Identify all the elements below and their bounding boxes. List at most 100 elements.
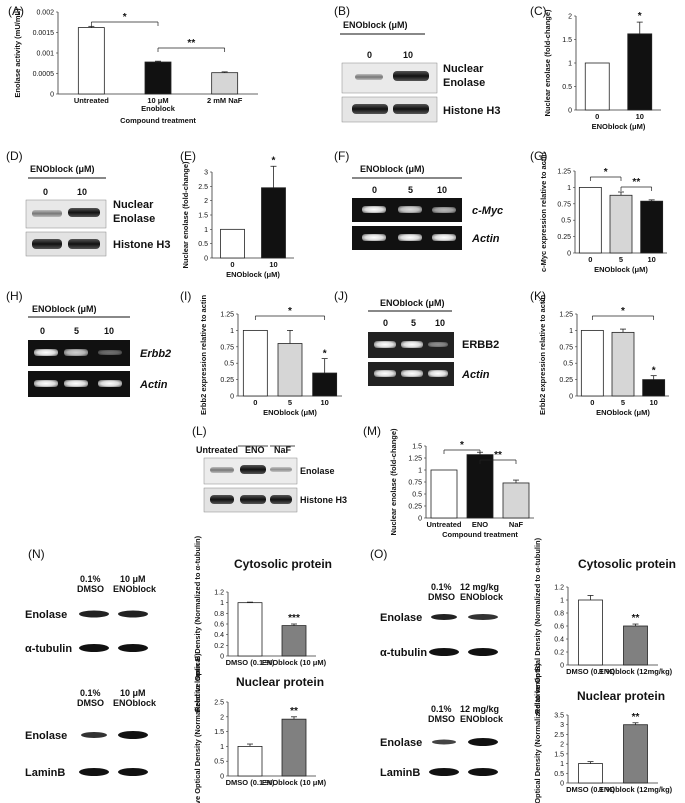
y-axis-label: c-Myc expression relative to actin <box>539 152 548 272</box>
blot-n2-enoblock: ENOblock <box>113 698 157 708</box>
blot-o-nuc: 0.1% DMSO 12 mg/kg ENOblock Enolase Lami… <box>380 704 504 779</box>
category-label: 5 <box>621 398 625 407</box>
blot-n-10um: 10 μM <box>120 574 146 584</box>
bar <box>640 200 664 254</box>
blot-l-histone-label: Histone H3 <box>300 495 347 505</box>
category-label: 5 <box>619 255 623 264</box>
x-axis-label: ENOblock (μM) <box>594 265 648 274</box>
y-tick-label: 0.5 <box>561 218 571 225</box>
category-label: DMSO (0.1 %) <box>226 778 275 787</box>
category-label: 5 <box>288 398 292 407</box>
y-tick-label: 0.2 <box>554 650 564 657</box>
x-axis-label: Compound treatment <box>120 116 196 125</box>
y-tick-label: 0.75 <box>557 201 571 208</box>
blot-b-lane-10: 10 <box>403 50 413 60</box>
y-tick-label: 3 <box>204 170 208 177</box>
category-label: 10 <box>269 260 277 269</box>
panel-label-j: (J) <box>334 289 348 303</box>
blot-o2-enolase-label: Enolase <box>380 737 422 749</box>
category-label: 10 <box>636 112 644 121</box>
y-tick-label: 2.5 <box>198 184 208 191</box>
chart-n1: 0 0.2 0.4 0.6 0.8 1 1.2 Relative Optical Densit… <box>193 535 327 712</box>
blot-n2-10um: 10 μM <box>120 688 146 698</box>
category-label: 10 μM <box>147 96 168 105</box>
category-label: 0 <box>253 398 257 407</box>
category-label: 10 <box>320 398 328 407</box>
gel-h: ENOblock (μM) 0 5 10 Erbb2 Actin <box>28 304 171 397</box>
y-tick-label: 1.5 <box>198 213 208 220</box>
y-tick-label: 0.5 <box>563 361 573 368</box>
panel-label-m: (M) <box>363 424 381 438</box>
bar <box>578 763 603 784</box>
sig-marker: *** <box>288 613 300 624</box>
blot-n2-dmso-pct: 0.1% <box>80 688 101 698</box>
category-label: 0 <box>595 112 599 121</box>
bar <box>430 469 458 519</box>
y-axis-label: Erbb2 expression relative to actin <box>199 295 208 415</box>
y-tick-label: 0.25 <box>220 377 234 384</box>
category-label: 10 <box>649 398 657 407</box>
y-axis-label: Enolase activity (mU/mL) <box>13 8 22 98</box>
gel-j-lane-10: 10 <box>435 318 445 328</box>
blot-n2-enolase-label: Enolase <box>25 730 67 742</box>
category-label: Enoblock <box>141 104 176 113</box>
gel-f-lane-5: 5 <box>408 185 413 195</box>
title-o-nuc: Nuclear protein <box>577 689 665 703</box>
gel-f-lane-0: 0 <box>372 185 377 195</box>
y-tick-label: 0.5 <box>562 84 572 91</box>
blot-o2-laminb-label: LaminB <box>380 767 420 779</box>
bar <box>281 718 307 777</box>
y-tick-label: 1 <box>220 744 224 751</box>
blot-o-tubulin-label: α-tubulin <box>380 647 427 659</box>
blot-n-nuc: 0.1% DMSO 10 μM ENOblock Enolase LaminB <box>25 688 157 779</box>
y-tick-label: 0.4 <box>214 632 224 639</box>
y-tick-label: 0.0005 <box>33 71 55 78</box>
blot-d-nuclear-label: Nuclear <box>113 199 154 211</box>
y-tick-label: 0 <box>560 781 564 788</box>
y-tick-label: 1 <box>567 185 571 192</box>
bar-charts: 0 0.0005 0.001 0.0015 0.002 Enolase activity … <box>13 8 673 803</box>
y-tick-label: 3 <box>560 722 564 729</box>
y-tick-label: 3.5 <box>554 713 564 720</box>
category-label: 0 <box>590 398 594 407</box>
y-tick-label: 0 <box>418 516 422 523</box>
y-axis-label: Relative Optical Density (Normalized to … <box>193 535 202 712</box>
y-tick-label: 0.4 <box>554 637 564 644</box>
gel-j-lane-5: 5 <box>411 318 416 328</box>
gel-f-lane-10: 10 <box>437 185 447 195</box>
y-tick-label: 1 <box>568 61 572 68</box>
y-tick-label: 2.5 <box>554 732 564 739</box>
blot-l-eno: ENO <box>245 445 265 455</box>
y-tick-label: 1 <box>569 328 573 335</box>
category-label: ENOblock (10 μM) <box>262 658 327 667</box>
sig-marker: * <box>604 167 608 178</box>
y-axis-label: Relative Optical Density (Normalized to … <box>533 537 542 714</box>
y-tick-label: 0.75 <box>408 480 422 487</box>
y-axis-label: Relative Optical Density (Normalized to … <box>193 653 202 803</box>
sig-marker: * <box>288 306 292 317</box>
y-tick-label: 2 <box>220 714 224 721</box>
sig-marker: ** <box>632 613 640 624</box>
chart-o2: 0 0.5 1 1.5 2 2.5 3 3.5 Relative Optical Density… <box>533 663 673 803</box>
x-axis-label: ENOblock (μM) <box>592 122 646 131</box>
sig-marker: * <box>272 155 276 166</box>
category-label: NaF <box>509 520 524 529</box>
y-tick-label: 0 <box>204 256 208 263</box>
blot-o-enoblock: ENOblock <box>460 592 504 602</box>
panel-label-n: (N) <box>28 547 45 561</box>
bar <box>611 331 635 397</box>
gel-j-erbb2-label: ERBB2 <box>462 339 499 351</box>
gel-j-lane-0: 0 <box>383 318 388 328</box>
y-tick-label: 1.2 <box>554 585 564 592</box>
y-tick-label: 0 <box>50 92 54 99</box>
bar <box>261 187 286 259</box>
blot-l-enolase-label: Enolase <box>300 466 335 476</box>
bar <box>237 602 263 657</box>
y-tick-label: 0 <box>569 394 573 401</box>
y-tick-label: 2 <box>204 198 208 205</box>
y-axis-label: Nuclear enolase (fold-change) <box>543 9 552 117</box>
blot-n-dmso: DMSO <box>77 584 104 594</box>
blot-l: Untreated ENO NaF Enolase Histone H3 <box>196 445 347 513</box>
gel-f: ENOblock (μM) 0 5 10 c-Myc Actin <box>352 164 503 250</box>
y-axis-label: Nuclear enolase (fold-change) <box>389 428 398 536</box>
